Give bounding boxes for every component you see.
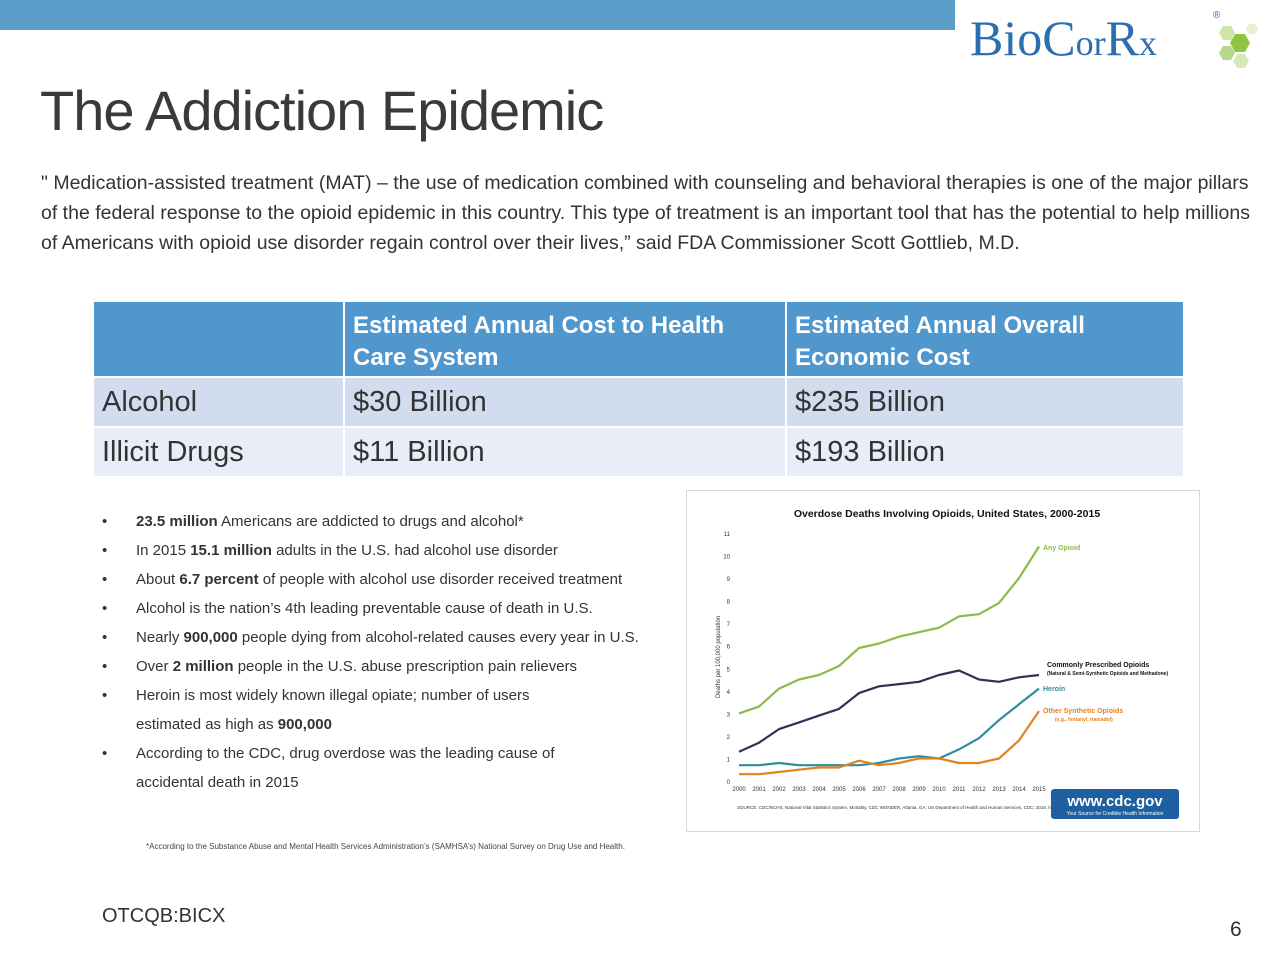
- fact-bullet: accidental death in 2015: [136, 774, 299, 791]
- series-label: Heroin: [1043, 686, 1065, 693]
- series-sublabel: (e.g., fentanyl, tramadol): [1055, 717, 1113, 723]
- table-cell: $11 Billion: [345, 428, 785, 476]
- table-header-cell: Estimated Annual Overall Economic Cost: [787, 302, 1183, 376]
- y-tick-label: 4: [727, 690, 731, 696]
- fact-bullet: Alcohol is the nation’s 4th leading prev…: [100, 599, 700, 619]
- table-header-cell: [94, 302, 343, 376]
- biocorrx-logo: BioCorRx ®: [970, 6, 1270, 70]
- x-tick-label: 2005: [832, 787, 846, 793]
- table-row: Alcohol $30 Billion $235 Billion: [94, 378, 1183, 426]
- series-label: Any Opioid: [1043, 545, 1080, 552]
- x-tick-label: 2008: [892, 787, 906, 793]
- y-tick-label: 11: [724, 532, 731, 538]
- table-cell: Alcohol: [94, 378, 343, 426]
- table-cell: $193 Billion: [787, 428, 1183, 476]
- y-tick-label: 8: [727, 600, 731, 606]
- logo-wordmark: BioCorRx: [970, 10, 1157, 66]
- x-tick-label: 2009: [912, 787, 926, 793]
- fact-bullet: 23.5 million Americans are addicted to d…: [100, 512, 700, 532]
- series-label: Commonly Prescribed Opioids: [1047, 662, 1149, 669]
- fact-bullet: According to the CDC, drug overdose was …: [100, 744, 700, 764]
- fact-bullet: About 6.7 percent of people with alcohol…: [100, 570, 700, 590]
- fact-bullet: In 2015 15.1 million adults in the U.S. …: [100, 541, 700, 561]
- series-line: [739, 710, 1040, 776]
- y-tick-label: 3: [727, 712, 731, 718]
- x-tick-label: 2004: [812, 787, 826, 793]
- y-tick-label: 7: [727, 622, 731, 628]
- x-tick-label: 2002: [772, 787, 786, 793]
- overdose-chart: Overdose Deaths Involving Opioids, Unite…: [686, 490, 1200, 832]
- table-cell: $235 Billion: [787, 378, 1183, 426]
- page-title: The Addiction Epidemic: [40, 79, 604, 142]
- table-cell: Illicit Drugs: [94, 428, 343, 476]
- x-tick-label: 2001: [752, 787, 766, 793]
- chart-title: Overdose Deaths Involving Opioids, Unite…: [794, 508, 1101, 520]
- hexagon-cluster-icon: [1219, 24, 1258, 68]
- fact-bullet: Heroin is most widely known illegal opia…: [100, 686, 700, 706]
- x-tick-label: 2000: [732, 787, 746, 793]
- y-axis-label: Deaths per 100,000 population: [716, 616, 722, 698]
- x-tick-label: 2015: [1032, 787, 1046, 793]
- y-tick-label: 6: [727, 645, 731, 651]
- cdc-badge-tagline: Your Source for Credible Health Informat…: [1067, 811, 1164, 817]
- y-tick-label: 2: [727, 735, 731, 741]
- fact-bullet: Over 2 million people in the U.S. abuse …: [100, 657, 700, 677]
- page-number: 6: [1230, 918, 1242, 941]
- cdc-badge: [1051, 789, 1179, 819]
- fact-bullet: estimated as high as 900,000: [136, 716, 332, 733]
- table-header-cell: Estimated Annual Cost to Health Care Sys…: [345, 302, 785, 376]
- table-cell: $30 Billion: [345, 378, 785, 426]
- stock-ticker: OTCQB:BICX: [102, 905, 226, 927]
- y-tick-label: 0: [727, 780, 731, 786]
- cost-table: Estimated Annual Cost to Health Care Sys…: [92, 300, 1185, 478]
- y-tick-label: 10: [723, 555, 730, 561]
- x-tick-label: 2007: [872, 787, 886, 793]
- chart-source: SOURCE: CDC/NCHS, National Vital Statist…: [737, 805, 1096, 810]
- table-row: Illicit Drugs $11 Billion $193 Billion: [94, 428, 1183, 476]
- series-sublabel: (Natural & Semi-Synthetic Opioids and Me…: [1047, 671, 1168, 677]
- top-accent-bar: [0, 0, 955, 30]
- footnote: *According to the Substance Abuse and Me…: [146, 842, 625, 851]
- x-tick-label: 2014: [1012, 787, 1026, 793]
- chart-svg: Overdose Deaths Involving Opioids, Unite…: [716, 508, 1179, 819]
- series-line: [738, 545, 1040, 715]
- y-tick-label: 1: [727, 757, 731, 763]
- cdc-badge-url: www.cdc.gov: [1066, 793, 1163, 810]
- y-tick-label: 9: [727, 577, 731, 583]
- series-label: Other Synthetic Opioids: [1043, 708, 1123, 715]
- fda-quote: " Medication-assisted treatment (MAT) – …: [41, 172, 1250, 254]
- x-tick-label: 2003: [792, 787, 806, 793]
- x-tick-label: 2011: [953, 787, 967, 793]
- series-line: [738, 669, 1040, 753]
- table-header-row: Estimated Annual Cost to Health Care Sys…: [94, 302, 1183, 376]
- x-tick-label: 2012: [972, 787, 986, 793]
- x-tick-label: 2006: [852, 787, 866, 793]
- registered-mark: ®: [1213, 10, 1221, 21]
- x-tick-label: 2013: [992, 787, 1006, 793]
- x-tick-label: 2010: [932, 787, 946, 793]
- fact-bullet-list: 23.5 million Americans are addicted to d…: [100, 512, 700, 802]
- fact-bullet: Nearly 900,000 people dying from alcohol…: [100, 628, 700, 648]
- series-line: [739, 687, 1040, 767]
- y-tick-label: 5: [727, 667, 731, 673]
